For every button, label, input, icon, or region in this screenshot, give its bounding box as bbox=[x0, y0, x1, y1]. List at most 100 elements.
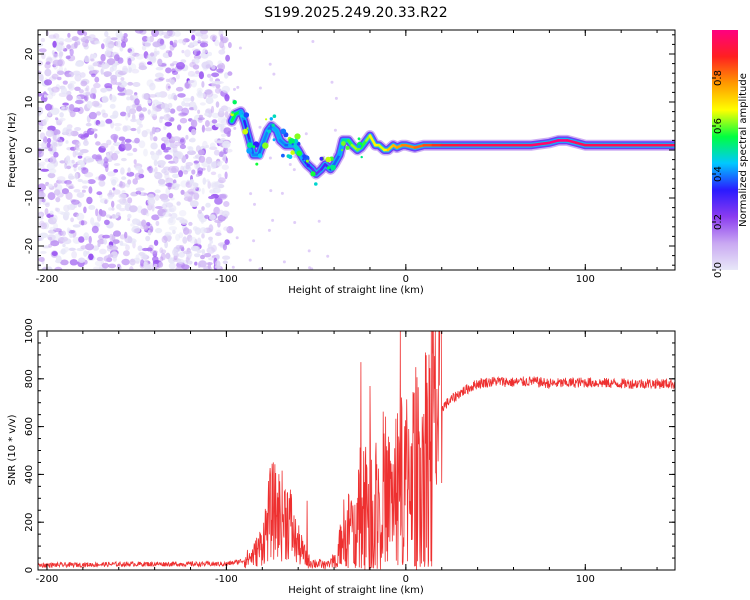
noise-blob bbox=[126, 96, 131, 101]
noise-blob bbox=[222, 255, 231, 260]
noise-blob bbox=[106, 244, 114, 249]
noise-blob bbox=[76, 212, 85, 221]
noise-blob bbox=[200, 30, 208, 35]
noise-blob bbox=[112, 110, 119, 119]
noise-blob bbox=[84, 171, 94, 178]
noise-blob bbox=[43, 94, 48, 98]
noise-blob bbox=[210, 161, 217, 169]
noise-blob bbox=[163, 125, 167, 130]
noise-blob bbox=[59, 112, 64, 118]
noise-blob bbox=[133, 228, 141, 234]
noise-blob bbox=[49, 226, 57, 231]
noise-blob bbox=[198, 209, 202, 214]
noise-blob bbox=[217, 214, 226, 222]
noise-blob bbox=[187, 150, 196, 156]
noise-blob bbox=[307, 249, 311, 253]
noise-blob bbox=[94, 76, 100, 83]
noise-blob bbox=[115, 212, 121, 217]
noise-blob bbox=[118, 80, 128, 88]
noise-blob bbox=[127, 111, 131, 118]
noise-blob bbox=[117, 263, 121, 268]
ridge-blob bbox=[272, 138, 276, 142]
noise-blob bbox=[55, 117, 59, 121]
noise-blob bbox=[45, 103, 52, 111]
noise-blob bbox=[113, 189, 121, 195]
noise-blob bbox=[81, 189, 86, 193]
noise-blob bbox=[235, 236, 239, 240]
ridge-blob bbox=[257, 153, 263, 159]
noise-blob bbox=[206, 165, 211, 173]
noise-blob bbox=[38, 143, 42, 147]
noise-blob bbox=[83, 140, 89, 147]
noise-blob bbox=[88, 253, 94, 261]
noise-blob bbox=[178, 170, 183, 178]
noise-blob bbox=[163, 234, 172, 242]
noise-blob bbox=[209, 77, 214, 82]
noise-blob bbox=[65, 73, 72, 78]
ridge-blob bbox=[286, 154, 291, 159]
noise-blob bbox=[146, 247, 153, 252]
noise-blob bbox=[83, 206, 87, 214]
noise-blob bbox=[53, 33, 60, 39]
noise-blob bbox=[167, 85, 171, 89]
noise-blob bbox=[84, 96, 88, 101]
noise-blob bbox=[121, 157, 127, 162]
noise-blob bbox=[69, 110, 76, 118]
noise-blob bbox=[123, 33, 128, 38]
noise-blob bbox=[99, 210, 107, 217]
noise-blob bbox=[103, 71, 112, 77]
noise-blob bbox=[153, 159, 158, 167]
x-tick-label: -100 bbox=[215, 274, 238, 285]
noise-blob bbox=[188, 146, 194, 152]
colorbar-label: Normalized spectral amplitude bbox=[738, 73, 749, 227]
noise-blob bbox=[130, 118, 138, 123]
noise-blob bbox=[224, 171, 228, 180]
noise-blob bbox=[213, 149, 220, 156]
noise-blob bbox=[90, 58, 95, 62]
noise-blob bbox=[197, 237, 202, 245]
noise-blob bbox=[111, 207, 115, 211]
noise-blob bbox=[113, 123, 122, 127]
noise-blob bbox=[238, 46, 242, 50]
noise-blob bbox=[74, 172, 79, 180]
noise-blob bbox=[93, 221, 100, 226]
noise-blob bbox=[201, 206, 205, 211]
noise-blob bbox=[198, 260, 207, 268]
noise-blob bbox=[224, 239, 230, 246]
noise-blob bbox=[91, 225, 99, 234]
noise-blob bbox=[131, 218, 140, 225]
noise-blob bbox=[141, 130, 148, 138]
ridge-segment bbox=[574, 141, 587, 147]
noise-blob bbox=[225, 54, 231, 62]
noise-blob bbox=[126, 152, 134, 156]
noise-blob bbox=[194, 253, 201, 258]
noise-blob bbox=[80, 245, 88, 250]
noise-blob bbox=[172, 136, 181, 142]
noise-blob bbox=[56, 176, 66, 182]
noise-blob bbox=[121, 258, 130, 266]
noise-blob bbox=[205, 89, 214, 98]
noise-blob bbox=[80, 80, 88, 87]
noise-blob bbox=[209, 189, 216, 194]
noise-blob bbox=[155, 150, 163, 156]
noise-blob bbox=[65, 55, 71, 60]
noise-blob bbox=[127, 218, 131, 221]
ridge-blob bbox=[242, 128, 249, 135]
colorbar-tick-label: 0.4 bbox=[713, 166, 724, 182]
noise-blob bbox=[223, 226, 230, 231]
noise-blob bbox=[222, 140, 231, 149]
noise-blob bbox=[185, 164, 190, 170]
noise-blob bbox=[97, 123, 106, 128]
noise-blob bbox=[67, 32, 71, 38]
noise-blob bbox=[121, 41, 126, 48]
ridge-segment bbox=[368, 134, 377, 147]
noise-blob bbox=[96, 191, 103, 196]
noise-blob bbox=[152, 103, 156, 111]
noise-blob bbox=[157, 58, 163, 66]
noise-blob bbox=[110, 133, 119, 141]
noise-blob bbox=[164, 231, 172, 237]
noise-blob bbox=[280, 191, 284, 195]
noise-blob bbox=[178, 232, 184, 239]
